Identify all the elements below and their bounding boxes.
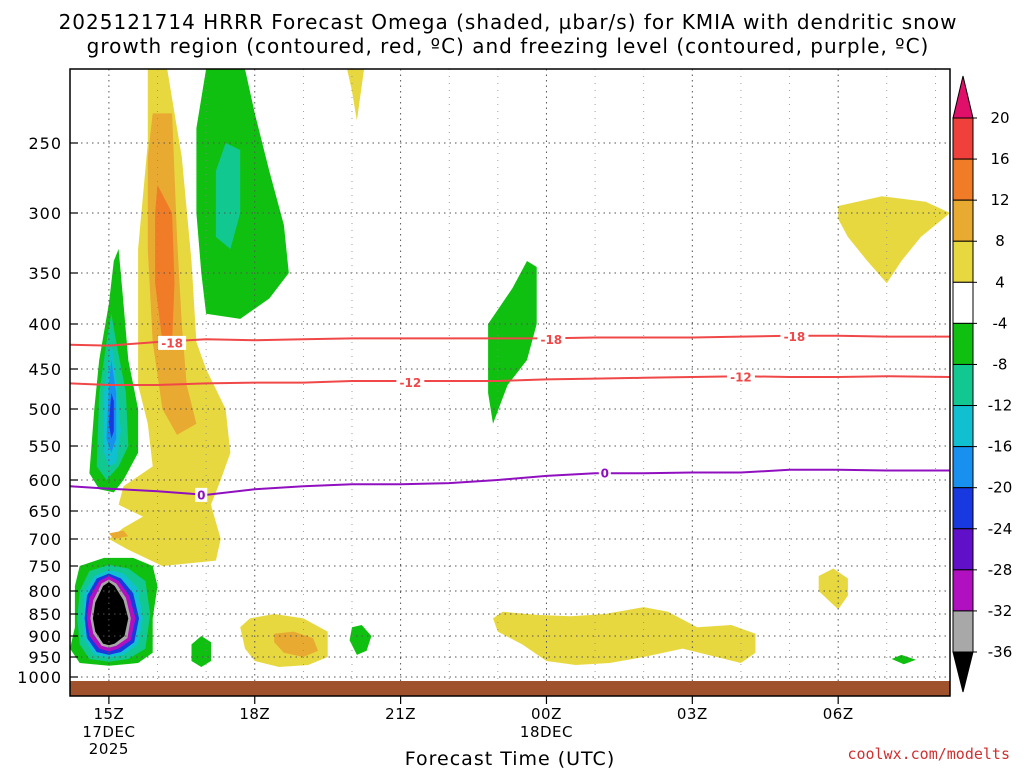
temperature-contours: -18 -18 -18 -12 -12 0 0 [69, 329, 951, 502]
x-tick-label-17DEC: 17DEC [82, 723, 135, 741]
colorbar-label--4: -4 [993, 314, 1008, 332]
y-tick-label-800: 800 [28, 582, 62, 601]
colorbar-label-4: 4 [995, 273, 1005, 291]
colorbar-swatch [952, 610, 974, 653]
omega-region-12 [488, 261, 537, 424]
omega-region-3 [108, 530, 129, 539]
colorbar-label-8: 8 [995, 232, 1005, 250]
x-tick-label-06Z: 06Z [823, 705, 854, 723]
omega-region-22 [349, 625, 372, 655]
y-axis-ticks: 250 300 350 400 450 500 550 600 650 700 750 800 850 9… [17, 134, 78, 687]
y-tick-label-350: 350 [28, 264, 62, 283]
colorbar-label--32: -32 [988, 602, 1013, 620]
colorbar-swatch [952, 322, 974, 365]
contour-label-bg [780, 329, 809, 344]
colorbar-label--12: -12 [988, 397, 1013, 415]
y-tick-label-300: 300 [28, 204, 62, 223]
colorbar-swatch [952, 487, 974, 530]
colorbar-cap-bottom [952, 651, 974, 693]
colorbar-label--8: -8 [993, 355, 1008, 373]
y-tick-label-700: 700 [28, 530, 62, 549]
y-tick-label-950: 950 [28, 648, 62, 667]
colorbar-cap-top [952, 75, 974, 119]
contour-label-zero-1: 0 [601, 467, 609, 481]
contour-label-minus18-0: -18 [161, 336, 183, 350]
colorbar-swatch [952, 569, 974, 612]
y-tick-label-500: 500 [28, 400, 62, 419]
contour-label-bg [598, 466, 611, 481]
x-tick-label-2025: 2025 [89, 740, 129, 758]
contour-label-minus18-2: -18 [784, 330, 806, 344]
contour-label-minus18-1: -18 [540, 333, 562, 347]
contour-label-minus12-0: -12 [399, 376, 421, 390]
ground-surface-bar [70, 681, 950, 696]
y-tick-label-250: 250 [28, 134, 62, 153]
y-tick-label-400: 400 [28, 315, 62, 334]
colorbar-label--20: -20 [988, 479, 1013, 497]
omega-region-2 [155, 185, 175, 342]
colorbar: 20 16 12 8 4 -4 -8 -12 -16 -20 -24 -28 -32 -36 [952, 75, 1013, 693]
colorbar-label--24: -24 [988, 520, 1013, 538]
x-tick-label-00Z: 00Z [531, 705, 562, 723]
y-tick-label-850: 850 [28, 605, 62, 624]
colorbar-label--28: -28 [988, 561, 1013, 579]
x-tick-label-18DEC: 18DEC [520, 723, 573, 741]
contour-label-bg [158, 335, 187, 350]
colorbar-swatch [952, 405, 974, 448]
contour-line-minus12 [69, 375, 951, 386]
contour-label-bg [396, 375, 425, 390]
omega-region-5 [215, 143, 241, 249]
chart-title-line-1: 2025121714 HRRR Forecast Omega (shaded, … [59, 10, 958, 34]
omega-region-26 [818, 568, 848, 610]
omega-region-6 [347, 69, 365, 121]
y-tick-label-550: 550 [28, 437, 62, 456]
contour-label-bg [537, 332, 566, 347]
y-tick-label-1000: 1000 [17, 668, 62, 687]
y-tick-label-650: 650 [28, 502, 62, 521]
credit-text: coolwx.com/modelts [847, 745, 1010, 763]
colorbar-swatch [952, 158, 974, 201]
colorbar-swatch [952, 117, 974, 160]
contour-label-bg [726, 370, 755, 384]
plot-gridlines [70, 69, 950, 696]
colorbar-label--36: -36 [988, 643, 1013, 661]
y-tick-label-900: 900 [28, 627, 62, 646]
colorbar-swatch [952, 240, 974, 283]
y-tick-label-750: 750 [28, 557, 62, 576]
x-tick-label-18Z: 18Z [239, 705, 270, 723]
y-tick-label-600: 600 [28, 471, 62, 490]
colorbar-label-12: 12 [990, 191, 1009, 209]
x-tick-label-15Z: 15Z [93, 705, 124, 723]
x-axis-label: Forecast Time (UTC) [405, 748, 615, 768]
y-tick-label-450: 450 [28, 360, 62, 379]
omega-region-25 [493, 607, 756, 665]
x-tick-label-03Z: 03Z [677, 705, 708, 723]
omega-region-20 [92, 582, 129, 646]
plot-frame [69, 68, 951, 697]
omega-region-13 [838, 196, 950, 284]
colorbar-swatch [952, 199, 974, 242]
omega-region-11 [108, 393, 114, 439]
colorbar-swatch [952, 281, 974, 324]
omega-region-24 [274, 631, 318, 657]
contour-label-bg [195, 487, 208, 502]
omega-region-27 [891, 654, 916, 665]
colorbar-label-20: 20 [990, 109, 1009, 127]
x-tick-label-21Z: 21Z [385, 705, 416, 723]
contour-label-minus12-1: -12 [730, 371, 752, 385]
colorbar-label-16: 16 [990, 150, 1009, 168]
colorbar-swatch [952, 528, 974, 571]
omega-region-4 [196, 69, 289, 319]
contour-label-zero-0: 0 [197, 488, 205, 502]
colorbar-swatch [952, 446, 974, 489]
omega-shading [70, 69, 950, 667]
chart-title-line-2: growth region (contoured, red, ºC) and f… [87, 34, 930, 58]
colorbar-swatch [952, 363, 974, 407]
colorbar-label--16: -16 [988, 438, 1013, 456]
